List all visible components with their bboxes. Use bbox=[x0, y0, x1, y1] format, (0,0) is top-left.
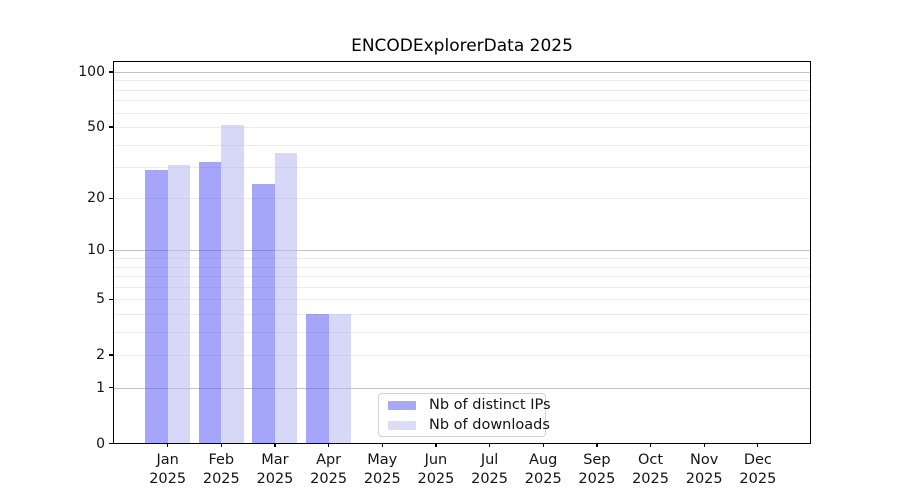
gridline-minor-4 bbox=[114, 313, 810, 315]
y-tick-100 bbox=[108, 71, 113, 73]
bar-nb-of-downloads-feb bbox=[221, 125, 244, 444]
legend-item-distinct-ips: Nb of distinct IPs bbox=[388, 397, 551, 414]
bar-nb-of-distinct-ips-apr bbox=[306, 313, 329, 444]
x-tick-year-may: 2025 bbox=[363, 470, 401, 487]
x-tick-may bbox=[381, 443, 383, 448]
x-tick-feb bbox=[220, 443, 222, 448]
chart-title: ENCODExplorerData 2025 bbox=[351, 36, 573, 56]
bar-nb-of-downloads-jan bbox=[167, 164, 191, 444]
x-tick-label-jul: Jul 2025 bbox=[458, 451, 522, 489]
y-tick-0 bbox=[108, 442, 113, 445]
gridline-minor-2 bbox=[114, 355, 810, 357]
gridline-minor-60 bbox=[114, 112, 810, 114]
x-tick-label-feb: Feb 2025 bbox=[189, 451, 253, 489]
legend-item-downloads: Nb of downloads bbox=[388, 417, 550, 434]
gridline-major-1 bbox=[114, 387, 810, 389]
x-tick-label-dec: Dec 2025 bbox=[726, 451, 790, 489]
x-tick-aug bbox=[542, 443, 544, 448]
x-tick-label-may: May 2025 bbox=[350, 451, 414, 489]
x-tick-label-sep: Sep 2025 bbox=[565, 451, 629, 489]
bar-nb-of-downloads-mar bbox=[274, 152, 298, 444]
y-tick-20 bbox=[108, 197, 113, 200]
x-tick-oct bbox=[649, 443, 652, 448]
legend-swatch-downloads bbox=[388, 420, 416, 430]
bar-nb-of-distinct-ips-jan bbox=[145, 169, 168, 444]
x-tick-jul bbox=[488, 443, 491, 448]
x-tick-year-jul: 2025 bbox=[471, 470, 509, 487]
x-tick-dec bbox=[757, 443, 759, 448]
x-tick-label-mar: Mar 2025 bbox=[243, 451, 307, 489]
y-tick-10 bbox=[108, 249, 113, 252]
y-tick-label-1: 1 bbox=[96, 379, 105, 396]
gridline-major-100 bbox=[114, 72, 810, 73]
x-tick-label-aug: Aug 2025 bbox=[511, 451, 575, 489]
legend-label-distinct-ips: Nb of distinct IPs bbox=[429, 397, 551, 413]
legend: Nb of distinct IPs Nb of downloads bbox=[378, 393, 551, 437]
x-tick-year-nov: 2025 bbox=[685, 470, 723, 487]
x-tick-jun bbox=[435, 443, 437, 448]
gridline-minor-90 bbox=[114, 80, 810, 82]
gridline-minor-80 bbox=[114, 89, 810, 91]
x-tick-label-oct: Oct 2025 bbox=[619, 451, 683, 489]
gridline-minor-7 bbox=[114, 276, 810, 278]
gridline-minor-5 bbox=[114, 299, 810, 301]
x-tick-year-jun: 2025 bbox=[417, 470, 455, 487]
gridline-minor-40 bbox=[114, 144, 810, 146]
x-tick-apr bbox=[327, 443, 330, 448]
gridline-minor-8 bbox=[114, 266, 810, 268]
y-tick-2 bbox=[108, 354, 113, 356]
x-tick-year-jan: 2025 bbox=[149, 470, 187, 487]
legend-label-downloads: Nb of downloads bbox=[429, 417, 550, 433]
y-tick-label-50: 50 bbox=[87, 119, 105, 135]
y-tick-1 bbox=[108, 387, 113, 389]
x-tick-label-apr: Apr 2025 bbox=[297, 451, 361, 489]
gridline-major-10 bbox=[114, 250, 810, 252]
x-tick-mar bbox=[274, 443, 276, 448]
y-tick-label-5: 5 bbox=[96, 291, 105, 308]
x-tick-label-jan: Jan 2025 bbox=[136, 451, 200, 489]
y-tick-label-0: 0 bbox=[96, 435, 105, 452]
y-tick-label-2: 2 bbox=[96, 347, 105, 364]
x-tick-nov bbox=[703, 443, 705, 448]
plot-area: 100 50 20 10 5 2 1 0 Jan 2025 Feb 2025 Mar 2025 Apr 202… bbox=[78, 60, 811, 487]
gridline-minor-70 bbox=[114, 100, 810, 102]
y-tick-50 bbox=[108, 126, 113, 128]
x-tick-year-oct: 2025 bbox=[632, 470, 669, 487]
x-tick-year-apr: 2025 bbox=[310, 470, 348, 487]
y-tick-label-20: 20 bbox=[87, 190, 105, 207]
bar-nb-of-distinct-ips-mar bbox=[252, 184, 275, 444]
bar-nb-of-downloads-apr bbox=[328, 313, 352, 444]
gridline-minor-30 bbox=[114, 167, 810, 169]
bar-nb-of-distinct-ips-feb bbox=[198, 162, 222, 444]
x-tick-sep bbox=[596, 443, 598, 448]
x-tick-label-jun: Jun 2025 bbox=[404, 451, 468, 489]
x-tick-year-mar: 2025 bbox=[256, 470, 294, 487]
x-tick-label-nov: Nov 2025 bbox=[672, 451, 736, 489]
y-tick-label-10: 10 bbox=[87, 242, 105, 259]
gridline-minor-6 bbox=[114, 286, 810, 288]
gridline-minor-50 bbox=[114, 127, 810, 128]
x-tick-year-feb: 2025 bbox=[202, 470, 240, 487]
gridline-minor-20 bbox=[114, 198, 810, 200]
gridline-minor-9 bbox=[114, 258, 810, 260]
y-tick-label-100: 100 bbox=[78, 64, 105, 80]
gridline-minor-3 bbox=[114, 331, 810, 333]
x-tick-year-aug: 2025 bbox=[524, 470, 562, 487]
x-tick-year-dec: 2025 bbox=[739, 470, 777, 487]
legend-swatch-distinct-ips bbox=[388, 400, 416, 410]
y-tick-5 bbox=[108, 298, 113, 300]
x-tick-year-sep: 2025 bbox=[578, 470, 616, 487]
x-tick-jan bbox=[167, 443, 169, 448]
